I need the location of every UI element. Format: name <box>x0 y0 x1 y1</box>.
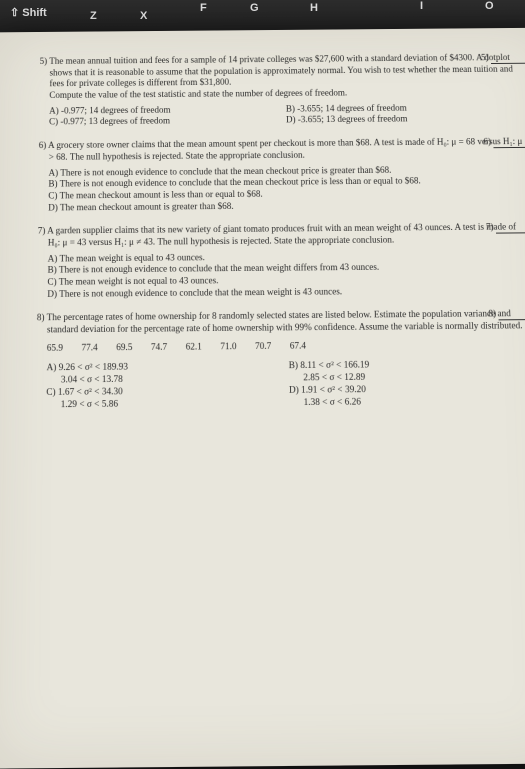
q8-choices: A) 9.26 < σ² < 189.93 3.04 < σ < 13.78 C… <box>46 358 525 410</box>
q8-data-6: 70.7 <box>255 340 271 352</box>
q7-choices: A) The mean weight is equal to 43 ounces… <box>47 249 525 300</box>
q5-choices: A) -0.977; 14 degrees of freedom C) -0.9… <box>49 102 523 129</box>
q7-number-right: 7) <box>486 222 494 232</box>
answer-slot-6: 6) <box>483 136 525 148</box>
q6-number-right: 6) <box>483 136 491 146</box>
q6-choices: A) There is not enough evidence to concl… <box>48 163 525 214</box>
q5-stem: 5) The mean annual tuition and fees for … <box>49 52 521 90</box>
q6-text: A grocery store owner claims that the me… <box>48 136 522 161</box>
q8-choice-d2: 1.38 < σ < 6.26 <box>304 394 525 408</box>
key-z: Z <box>90 10 97 22</box>
worksheet-page: 5) 5) The mean annual tuition and fees f… <box>0 28 525 769</box>
q8-data-4: 62.1 <box>186 341 202 353</box>
key-i: I <box>420 0 423 12</box>
q8-number-right: 8) <box>488 309 496 319</box>
key-o: O <box>485 0 494 12</box>
q8-data-7: 67.4 <box>290 340 306 352</box>
q8-choice-c2: 1.29 < σ < 5.86 <box>61 396 290 410</box>
key-x: X <box>140 10 147 22</box>
key-h: H <box>310 2 318 14</box>
q8-data-3: 74.7 <box>151 341 167 353</box>
answer-slot-5: 5) <box>481 52 525 64</box>
q6-stem: 6) A grocery store owner claims that the… <box>49 136 525 163</box>
question-6: 6) 6) A grocery store owner claims that … <box>38 136 525 214</box>
q5-choice-c: C) -0.977; 13 degrees of freedom <box>49 115 286 128</box>
q5-choice-d: D) -3.655; 13 degrees of freedom <box>286 113 523 126</box>
q5-number: 5) <box>40 56 48 66</box>
key-f: F <box>200 2 207 14</box>
q8-data-0: 65.9 <box>47 342 63 354</box>
q6-number: 6) <box>39 140 47 150</box>
q8-data-1: 77.4 <box>81 342 97 354</box>
q8-text: The percentage rates of home ownership f… <box>47 308 523 334</box>
q7-number: 7) <box>38 226 46 236</box>
answer-slot-7: 7) <box>486 222 525 234</box>
q7-text: A garden supplier claims that its new va… <box>47 222 516 248</box>
q8-stem: 8) The percentage rates of home ownershi… <box>47 308 525 336</box>
answer-slot-8: 8) <box>488 308 525 320</box>
q5-number-right: 5) <box>481 52 489 62</box>
question-7: 7) 7) A garden supplier claims that its … <box>37 222 525 301</box>
question-5: 5) 5) The mean annual tuition and fees f… <box>39 52 523 128</box>
q8-number: 8) <box>37 312 45 322</box>
q8-data: 65.9 77.4 69.5 74.7 62.1 71.0 70.7 67.4 <box>47 338 525 354</box>
q8-data-2: 69.5 <box>116 342 132 354</box>
page-container: 5) 5) The mean annual tuition and fees f… <box>0 30 525 700</box>
question-8: 8) 8) The percentage rates of home owner… <box>36 308 525 410</box>
q7-stem: 7) A garden supplier claims that its new… <box>48 222 525 250</box>
key-g: G <box>250 2 259 14</box>
q8-data-5: 71.0 <box>220 341 236 353</box>
q5-text: The mean annual tuition and fees for a s… <box>49 52 513 88</box>
key-shift: ⇧ Shift <box>10 6 47 19</box>
